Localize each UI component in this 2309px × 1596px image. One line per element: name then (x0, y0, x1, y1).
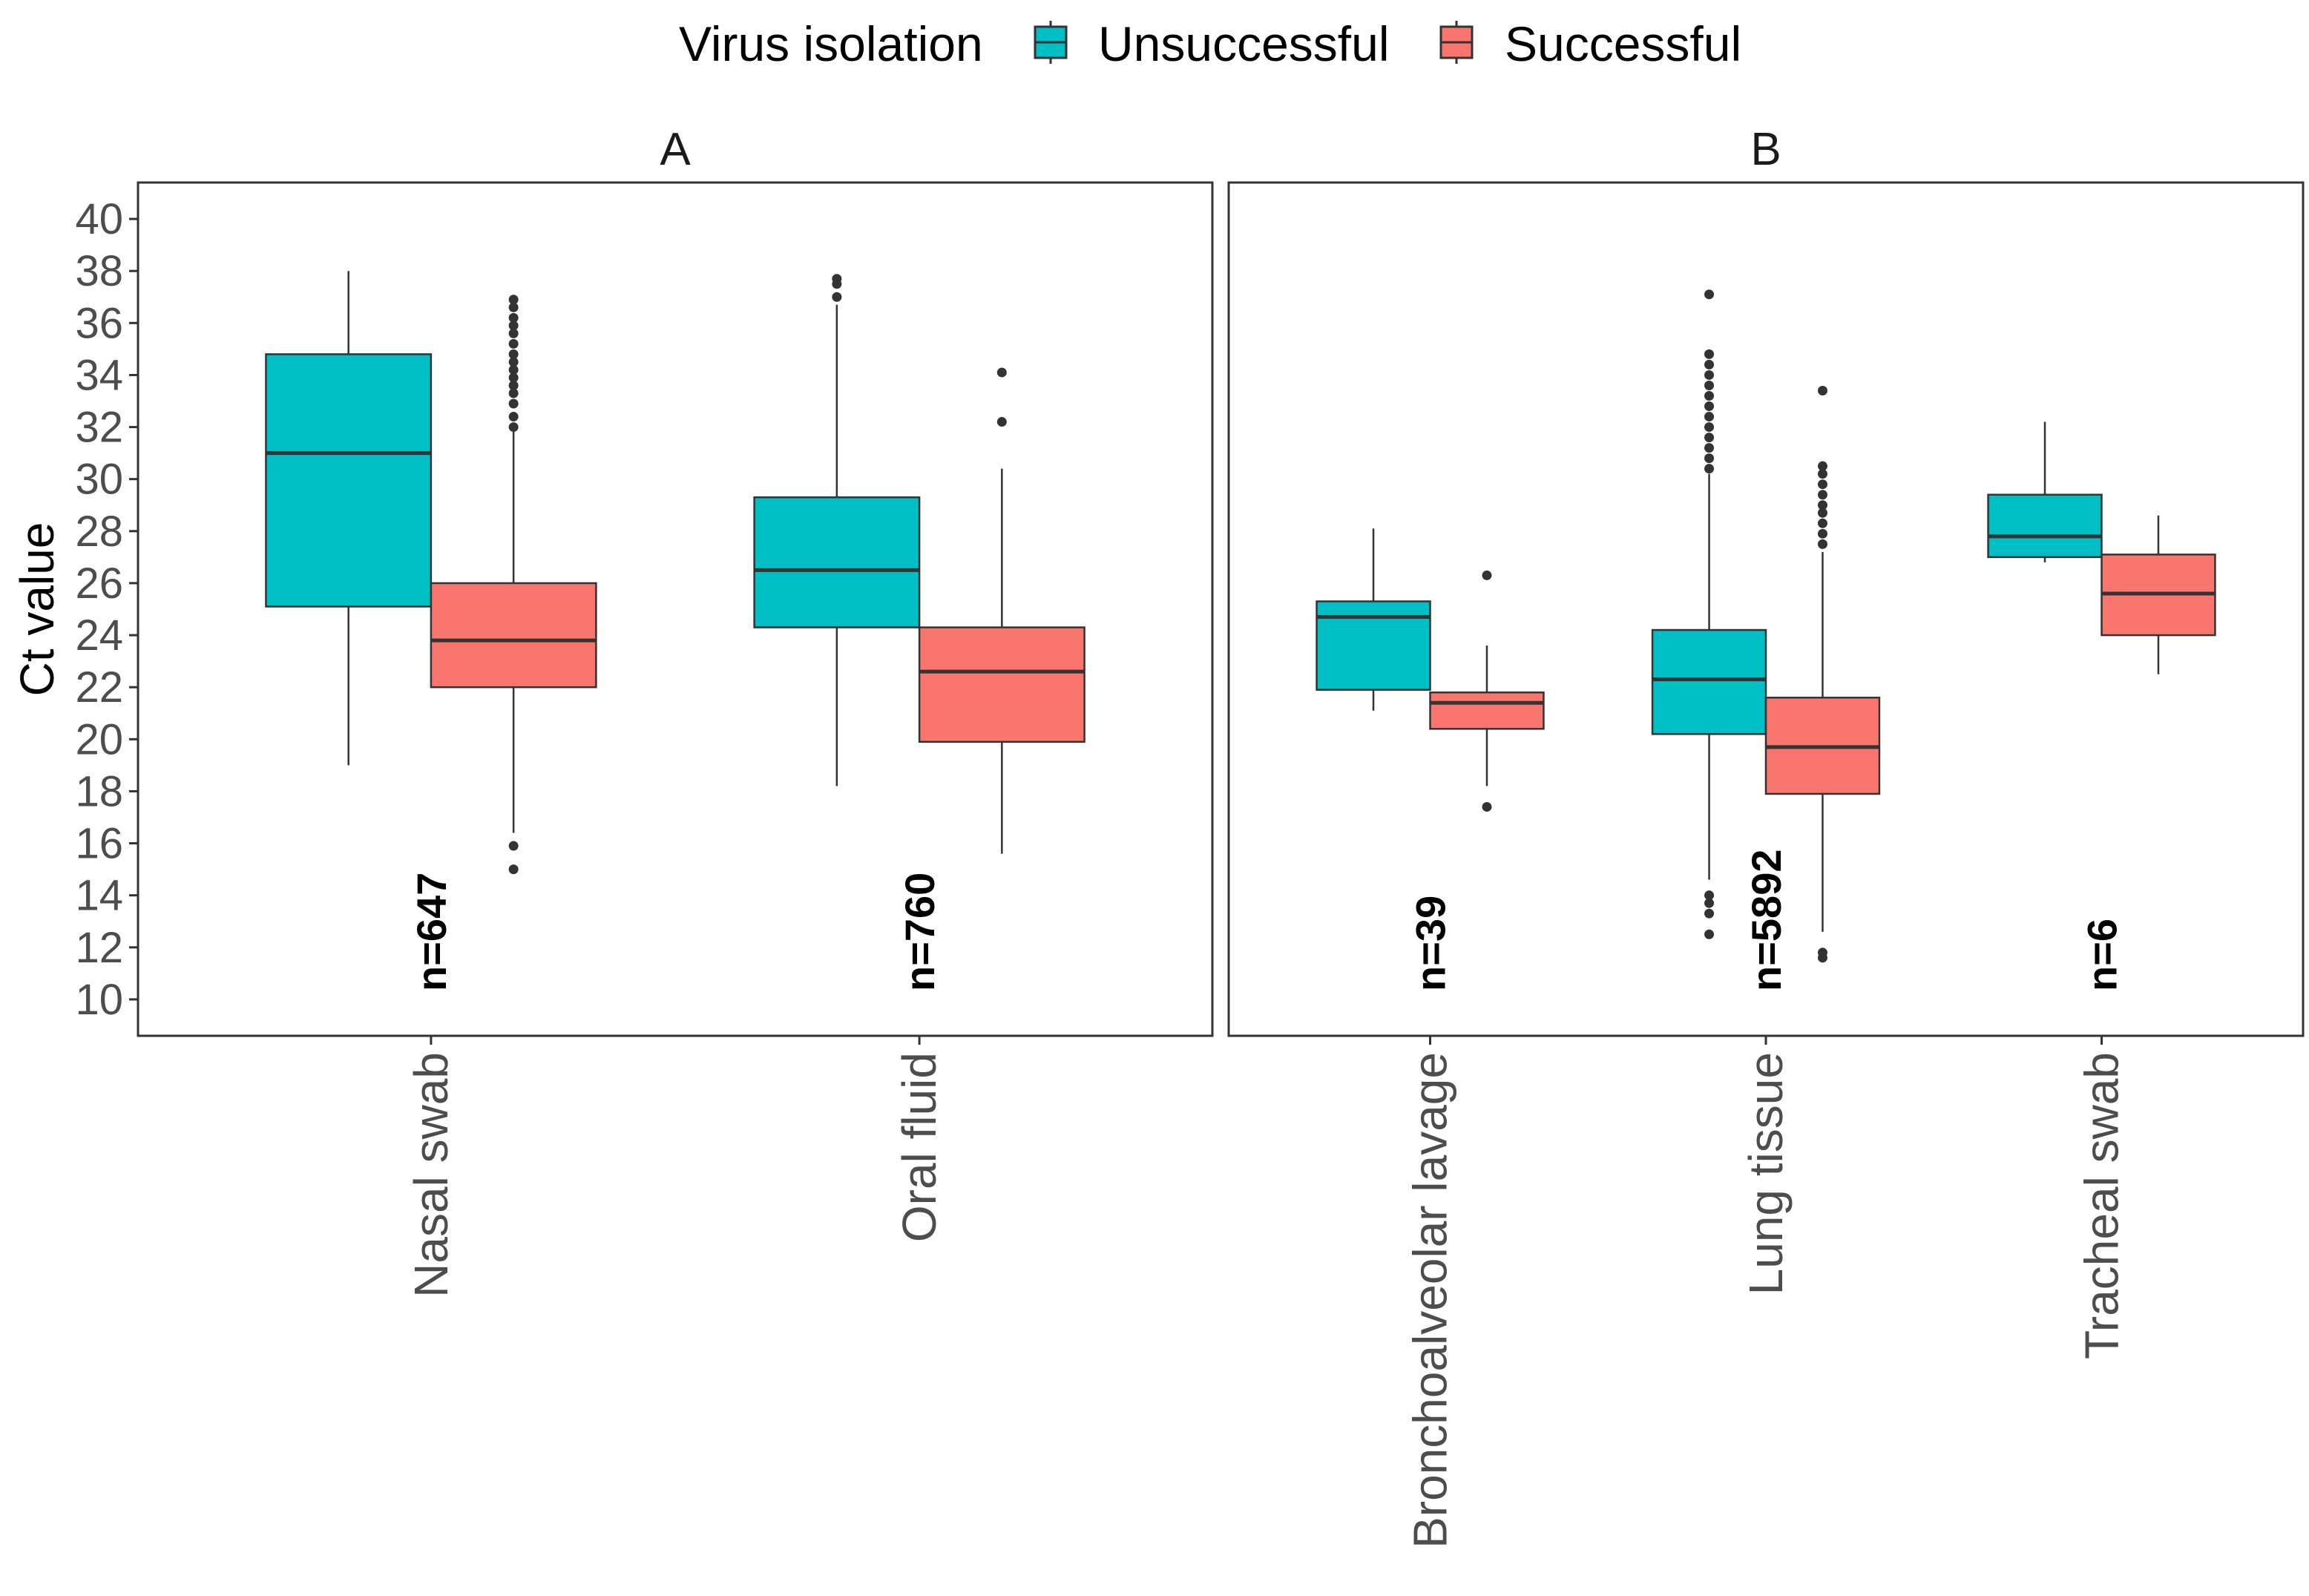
outlier-p1-lung-tissue-unsuccessful-9 (1704, 412, 1715, 422)
outlier-p0-nasal-swab-successful-11 (508, 338, 519, 349)
outlier-p1-lung-tissue-unsuccessful-13 (1704, 370, 1715, 380)
box-p1-tracheal-swab-unsuccessful (1987, 493, 2103, 559)
outlier-p1-lung-tissue-unsuccessful-4 (1704, 464, 1715, 474)
y-tick-label-12: 12 (75, 924, 123, 972)
box-p0-nasal-swab-unsuccessful (265, 353, 433, 608)
outlier-p0-nasal-swab-successful-15 (508, 302, 519, 312)
y-tick-label-22: 22 (75, 663, 123, 712)
y-tick-label-34: 34 (75, 351, 123, 399)
legend-title: Virus isolation (679, 16, 983, 71)
box-p1-lung-tissue-unsuccessful (1651, 628, 1767, 735)
legend-label-unsuccessful: Unsuccessful (1098, 16, 1390, 71)
outlier-p1-lung-tissue-unsuccessful-2 (1704, 898, 1715, 908)
outlier-p0-nasal-swab-successful-2 (508, 422, 519, 433)
box-p1-bronchoalveolar-lavage-successful (1429, 691, 1545, 730)
panel-border-A (137, 181, 1214, 1037)
outlier-p1-bronchoalveolar-lavage-successful-0 (1482, 801, 1492, 812)
box-p0-nasal-swab-successful (430, 582, 597, 689)
outlier-p1-lung-tissue-unsuccessful-7 (1704, 433, 1715, 443)
outlier-p1-lung-tissue-successful-10 (1817, 461, 1827, 471)
outlier-p0-oral-fluid-unsuccessful-2 (832, 274, 842, 284)
n-label-nasal-swab: n=647 (408, 873, 455, 991)
n-label-lung-tissue: n=5892 (1743, 850, 1790, 992)
outlier-p1-lung-tissue-unsuccessful-10 (1704, 401, 1715, 412)
box-p0-oral-fluid-successful (918, 626, 1085, 743)
outlier-p0-nasal-swab-successful-6 (508, 380, 519, 390)
outlier-p1-lung-tissue-successful-2 (1817, 539, 1827, 549)
outlier-p0-nasal-swab-successful-16 (508, 295, 519, 305)
outlier-p0-nasal-swab-successful-0 (508, 864, 519, 875)
box-p1-bronchoalveolar-lavage-unsuccessful (1316, 600, 1431, 691)
outlier-p1-lung-tissue-unsuccessful-15 (1704, 349, 1715, 359)
outlier-p1-lung-tissue-unsuccessful-3 (1704, 890, 1715, 901)
box-p0-oral-fluid-unsuccessful (753, 496, 921, 628)
x-tick-label-nasal-swab: Nasal swab (404, 1052, 458, 1298)
y-tick-label-26: 26 (75, 559, 123, 608)
x-tick-label-bronchoalveolar-lavage: Bronchoalveolar lavage (1404, 1052, 1457, 1549)
outlier-p0-nasal-swab-successful-3 (508, 412, 519, 422)
outlier-p1-lung-tissue-unsuccessful-6 (1704, 443, 1715, 453)
outlier-p1-lung-tissue-unsuccessful-5 (1704, 453, 1715, 464)
outlier-p1-lung-tissue-unsuccessful-14 (1704, 359, 1715, 370)
outlier-p1-lung-tissue-successful-6 (1817, 500, 1827, 510)
y-tick-label-38: 38 (75, 247, 123, 295)
outlier-p0-nasal-swab-successful-5 (508, 388, 519, 398)
outlier-p1-lung-tissue-successful-11 (1817, 385, 1827, 395)
n-label-bronchoalveolar-lavage: n=39 (1408, 896, 1454, 991)
outlier-p0-nasal-swab-successful-9 (508, 357, 519, 367)
outlier-p0-nasal-swab-successful-7 (508, 372, 519, 383)
outlier-p0-nasal-swab-successful-14 (508, 312, 519, 323)
outlier-p0-nasal-swab-successful-10 (508, 349, 519, 359)
y-tick-label-36: 36 (75, 299, 123, 347)
outlier-p0-nasal-swab-successful-13 (508, 321, 519, 331)
panel-title-A: A (660, 124, 691, 175)
outlier-p1-lung-tissue-unsuccessful-8 (1704, 422, 1715, 433)
n-label-oral-fluid: n=760 (896, 873, 943, 991)
outlier-p0-nasal-swab-successful-12 (508, 328, 519, 338)
outlier-p1-lung-tissue-unsuccessful-1 (1704, 908, 1715, 919)
y-tick-label-14: 14 (75, 872, 123, 920)
outlier-p1-bronchoalveolar-lavage-successful-1 (1482, 570, 1492, 580)
y-tick-label-24: 24 (75, 611, 123, 660)
legend-label-successful: Successful (1505, 16, 1741, 71)
outlier-p1-lung-tissue-unsuccessful-0 (1704, 929, 1715, 939)
outlier-p0-nasal-swab-successful-4 (508, 398, 519, 409)
x-tick-label-lung-tissue: Lung tissue (1739, 1052, 1793, 1295)
outlier-p1-lung-tissue-successful-5 (1817, 508, 1827, 518)
outlier-p1-lung-tissue-unsuccessful-12 (1704, 380, 1715, 390)
n-label-tracheal-swab: n=6 (2079, 919, 2126, 991)
y-axis-label: Ct value (10, 522, 64, 697)
y-tick-label-28: 28 (75, 508, 123, 556)
outlier-p1-lung-tissue-successful-9 (1817, 469, 1827, 479)
outlier-p0-oral-fluid-unsuccessful-0 (832, 292, 842, 302)
y-tick-label-16: 16 (75, 820, 123, 868)
outlier-p0-nasal-swab-successful-1 (508, 841, 519, 851)
outlier-p0-oral-fluid-successful-1 (996, 367, 1007, 378)
outlier-p0-oral-fluid-successful-0 (996, 417, 1007, 427)
outlier-p1-lung-tissue-unsuccessful-16 (1704, 289, 1715, 300)
y-tick-label-32: 32 (75, 404, 123, 452)
x-tick-label-tracheal-swab: Tracheal swab (2075, 1052, 2129, 1359)
y-tick-label-20: 20 (75, 715, 123, 763)
outlier-p0-nasal-swab-successful-8 (508, 364, 519, 375)
outlier-p1-lung-tissue-unsuccessful-11 (1704, 391, 1715, 401)
outlier-p1-lung-tissue-successful-4 (1817, 518, 1827, 528)
y-tick-label-10: 10 (75, 976, 123, 1024)
y-tick-label-18: 18 (75, 767, 123, 815)
x-tick-label-oral-fluid: Oral fluid (893, 1052, 946, 1242)
outlier-p1-lung-tissue-successful-1 (1817, 948, 1827, 958)
panel-title-B: B (1750, 124, 1781, 175)
outlier-p1-lung-tissue-successful-8 (1817, 479, 1827, 490)
outlier-p1-lung-tissue-successful-3 (1817, 528, 1827, 539)
y-tick-label-40: 40 (75, 195, 123, 243)
y-tick-label-30: 30 (75, 456, 123, 504)
outlier-p1-lung-tissue-successful-7 (1817, 490, 1827, 500)
